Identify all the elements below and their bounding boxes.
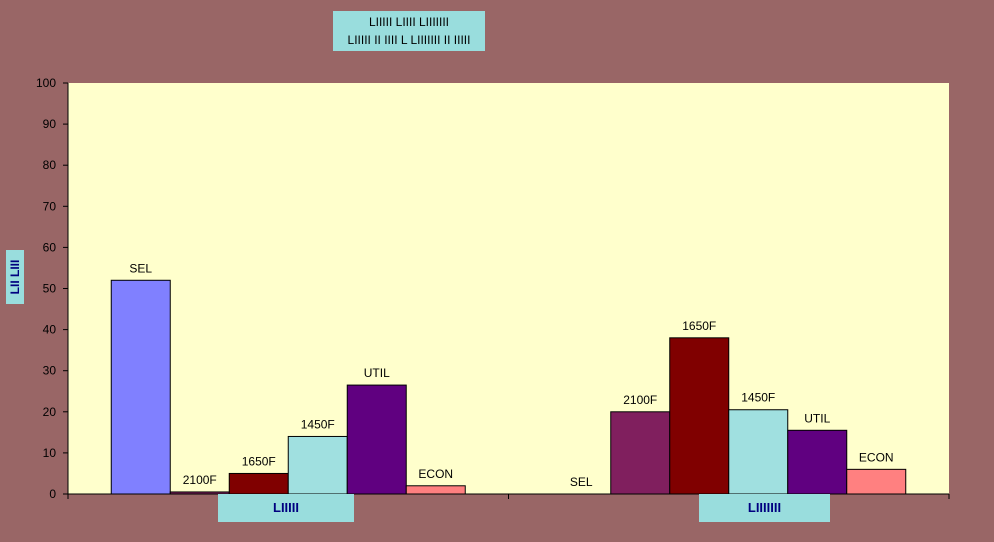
bar-econ — [405, 485, 466, 495]
bar-label: 1450F — [301, 417, 335, 431]
y-tick-label: 30 — [43, 364, 57, 378]
chart-title: LIIIII LIIII LIIIIIII LIIIII II IIII L L… — [333, 11, 485, 51]
bar-util — [787, 429, 848, 495]
bar-label: SEL — [129, 261, 152, 275]
bar-label: 2100F — [623, 393, 657, 407]
bar-label: ECON — [859, 450, 894, 464]
chart-title-line-1: LIIIII LIIII LIIIIIII — [368, 15, 450, 29]
chart-title-line-2: LIIIII II IIII L LIIIIIII II IIIII — [347, 33, 471, 47]
bar-label: 1450F — [741, 391, 775, 405]
bar-1450f — [287, 435, 348, 495]
plot-area — [68, 83, 949, 494]
bar-1450f — [728, 409, 789, 495]
y-tick-label: 60 — [43, 240, 57, 254]
y-tick-label: 80 — [43, 158, 57, 172]
bar-label: 2100F — [183, 473, 217, 487]
bar-label: 1650F — [682, 319, 716, 333]
y-axis-title: LII LIII — [6, 250, 24, 304]
y-tick-label: 70 — [43, 199, 57, 213]
bar-sel — [110, 279, 171, 495]
y-tick-label: 100 — [36, 76, 56, 90]
y-tick-label: 10 — [43, 446, 57, 460]
bars-layer — [110, 279, 907, 495]
bar-2100f — [610, 411, 671, 495]
bar-1650f — [669, 337, 730, 495]
bar-label: UTIL — [364, 366, 390, 380]
category-label: LIIIII — [218, 494, 354, 522]
bar-label: ECON — [418, 467, 453, 481]
y-tick-label: 50 — [43, 282, 57, 296]
y-tick-label: 20 — [43, 405, 57, 419]
category-label: LIIIIIII — [699, 494, 830, 522]
y-tick-label: 40 — [43, 323, 57, 337]
bar-label: UTIL — [804, 411, 830, 425]
bar-labels-layer: SEL 2100F 1650F 1450F UTIL ECON SEL 2100F 1650F 1… — [129, 261, 893, 489]
bar-util — [346, 384, 407, 495]
bar-label: 1650F — [242, 454, 276, 468]
bar-label: SEL — [570, 475, 593, 489]
y-tick-label: 90 — [43, 117, 57, 131]
bar-econ — [846, 468, 907, 495]
y-tick-label: 0 — [49, 487, 56, 501]
bar-1650f — [228, 472, 289, 495]
